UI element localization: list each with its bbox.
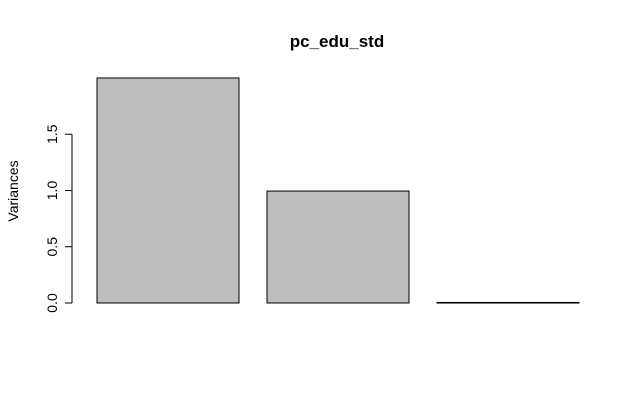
chart-title: pc_edu_std	[290, 32, 384, 51]
y-axis-label: Variances	[5, 160, 21, 221]
y-tick-label-1: 0.5	[44, 237, 60, 257]
bar-1	[96, 77, 240, 304]
bar-2	[266, 190, 410, 304]
bars-group	[96, 77, 580, 304]
bar-3	[436, 301, 580, 304]
y-tick-label-3: 1.5	[44, 124, 60, 144]
y-axis: 0.0 0.5 1.0 1.5	[44, 124, 73, 313]
y-tick-label-0: 0.0	[44, 293, 60, 313]
y-tick-label-2: 1.0	[44, 181, 60, 201]
